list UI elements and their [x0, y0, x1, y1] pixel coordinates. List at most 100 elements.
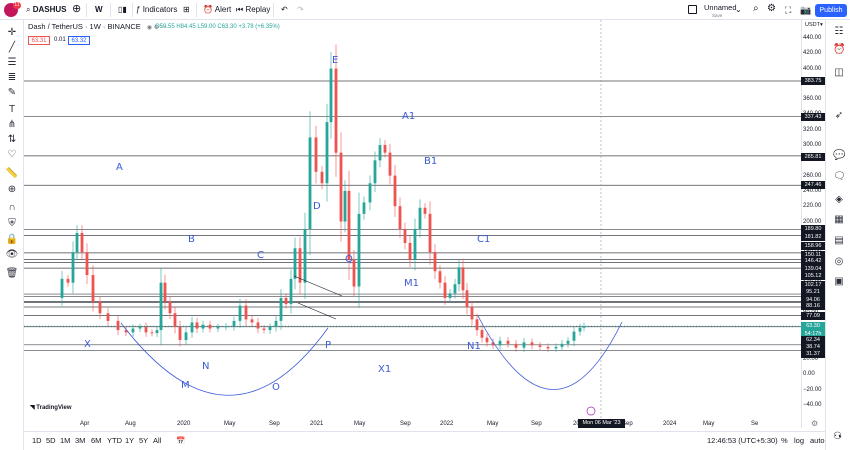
calendar-icon[interactable]: ▦ [834, 214, 844, 225]
layout-name[interactable]: Unnamed [704, 3, 737, 12]
candle-body [159, 282, 163, 331]
percent-toggle[interactable]: % [781, 436, 788, 445]
y-tick-label: 260.00 [803, 172, 822, 179]
layers-icon[interactable]: ◈ [835, 194, 843, 205]
candle-body [208, 324, 212, 329]
price-level-tag: 181.82 [801, 233, 825, 241]
price-chart[interactable] [24, 20, 801, 428]
indicators-button[interactable]: ƒ Indicators [136, 3, 177, 17]
log-toggle[interactable]: log [794, 436, 805, 445]
timeframe-button[interactable]: 6M [91, 436, 102, 445]
lock-icon[interactable]: 🔒 [5, 234, 19, 245]
chat-icon[interactable]: 💬 [833, 150, 846, 161]
alert-label: Alert [214, 5, 232, 14]
candle-body [85, 252, 89, 276]
timeframe-button[interactable]: 1D [32, 436, 42, 445]
publish-button[interactable]: Publish [815, 4, 847, 17]
camera-icon[interactable]: 📷 [800, 5, 812, 15]
watchlist-icon[interactable]: ☷ [834, 26, 844, 37]
candle-body [491, 342, 495, 346]
candle-body [408, 242, 412, 260]
user-icon[interactable]: ⚇ [833, 431, 842, 442]
candle-body [475, 319, 479, 331]
zoom-in-icon[interactable]: ⊕ [7, 184, 17, 195]
magnet-icon[interactable]: ∩ [8, 202, 16, 213]
templates-icon[interactable]: ⊞ [183, 5, 190, 14]
horizontal-line-icon[interactable]: ☰ [7, 57, 17, 68]
interval-button[interactable]: W [95, 5, 103, 14]
ruler-icon[interactable]: 📏 [5, 168, 19, 179]
tradingview-logo: ◥ TradingView [30, 404, 72, 411]
heart-icon[interactable]: ♡ [7, 149, 17, 160]
timeframe-button[interactable]: All [153, 436, 162, 445]
timeframe-button[interactable]: 1Y [125, 436, 135, 445]
replay-button[interactable]: ⏮ Replay [236, 3, 270, 17]
y-tick-label: 0.00 [803, 371, 815, 378]
redo-icon[interactable]: ↷ [297, 5, 304, 14]
candle-body [498, 340, 502, 346]
grid-icon[interactable]: ▤ [834, 235, 844, 246]
comments-icon[interactable]: 🗨 [833, 171, 846, 182]
news-icon[interactable]: ▣ [834, 276, 844, 287]
clock-label[interactable]: 12:46:53 (UTC+5:30) [707, 436, 778, 445]
notification-badge: 11 [13, 2, 21, 9]
alarm-icon: ⏰ [203, 5, 213, 14]
timeframe-button[interactable]: 1M [60, 436, 71, 445]
candle-body [480, 330, 484, 338]
ask-price[interactable]: 63.32 [68, 36, 90, 45]
candle-body [124, 330, 128, 333]
trendline-icon[interactable]: ╱ [8, 42, 16, 53]
text-icon[interactable]: T [8, 104, 16, 115]
eye-icon[interactable]: ◉ ⚙ ⋯ [146, 25, 167, 31]
auto-toggle[interactable]: auto [810, 436, 825, 445]
pattern-icon[interactable]: ⋔ [7, 119, 17, 130]
broadcast-icon[interactable]: ◎ [834, 256, 844, 267]
symbol-search[interactable]: ⌕ DASHUS [26, 3, 67, 17]
gear-icon[interactable]: ⚙ [767, 3, 776, 14]
layout-checkbox[interactable] [688, 5, 697, 14]
timeframe-button[interactable]: 3M [75, 436, 86, 445]
date-range-icon[interactable]: 📅 [176, 436, 186, 445]
cup-pattern-left [120, 322, 329, 396]
forecast-icon[interactable]: ⇅ [7, 134, 17, 145]
symbol-title: Dash / TetherUS · 1W · BINANCE [28, 22, 141, 31]
y-tick-label: −40.00 [803, 402, 822, 408]
search-icon[interactable]: ⌕ [753, 3, 759, 14]
fib-icon[interactable]: ≣ [7, 72, 17, 83]
candle-body [173, 313, 177, 328]
rocket-icon[interactable]: ➶ [834, 110, 844, 121]
time-axis-settings-icon[interactable]: ⚙ [811, 419, 819, 428]
x-tick-label: May [224, 421, 236, 427]
fullscreen-icon[interactable]: ⛶ [785, 5, 792, 15]
alert-button[interactable]: ⏰ Alert [203, 3, 231, 17]
wave-label-q: Q [345, 254, 353, 265]
crosshair-icon[interactable]: ✛ [7, 27, 17, 38]
price-level-tag: 102.17 [801, 281, 825, 289]
ideas-icon[interactable]: ◫ [834, 67, 844, 78]
candles-type-icon[interactable]: ▯▮ [118, 5, 127, 14]
chart-pane[interactable] [24, 20, 801, 428]
eye-icon[interactable]: 👁 [5, 249, 19, 260]
chart-legend: Dash / TetherUS · 1W · BINANCE ◉ ⚙ ⋯ [28, 22, 167, 34]
lock-drawings-icon[interactable]: ⛨ [8, 218, 16, 229]
chevron-down-icon[interactable]: ⌄ [735, 5, 742, 14]
wave-label-m1: M1 [404, 278, 419, 289]
y-tick-label: 300.00 [803, 142, 822, 149]
timeframe-button[interactable]: 5D [46, 436, 56, 445]
help-icon[interactable]: ◔ [835, 432, 843, 443]
wave-label-a1: A1 [402, 111, 416, 122]
brush-icon[interactable]: ✎ [7, 87, 17, 98]
currency-selector[interactable]: USDT▾ [805, 22, 823, 28]
bid-price[interactable]: 63.31 [28, 36, 50, 45]
candle-body [303, 229, 307, 283]
price-axis[interactable]: USDT▾ [801, 20, 825, 428]
trash-icon[interactable]: 🗑 [5, 268, 19, 279]
timeframe-button[interactable]: 5Y [139, 436, 149, 445]
add-symbol-button[interactable]: ⊕ [72, 3, 82, 15]
timeframe-button[interactable]: YTD [107, 436, 122, 445]
alerts-clock-icon[interactable]: ⏰ [833, 44, 846, 55]
undo-icon[interactable]: ↶ [281, 5, 288, 14]
x-tick-label: Apr [80, 421, 90, 427]
layout-save-status: Save [712, 13, 723, 18]
price-level-tag: 247.46 [801, 181, 825, 189]
